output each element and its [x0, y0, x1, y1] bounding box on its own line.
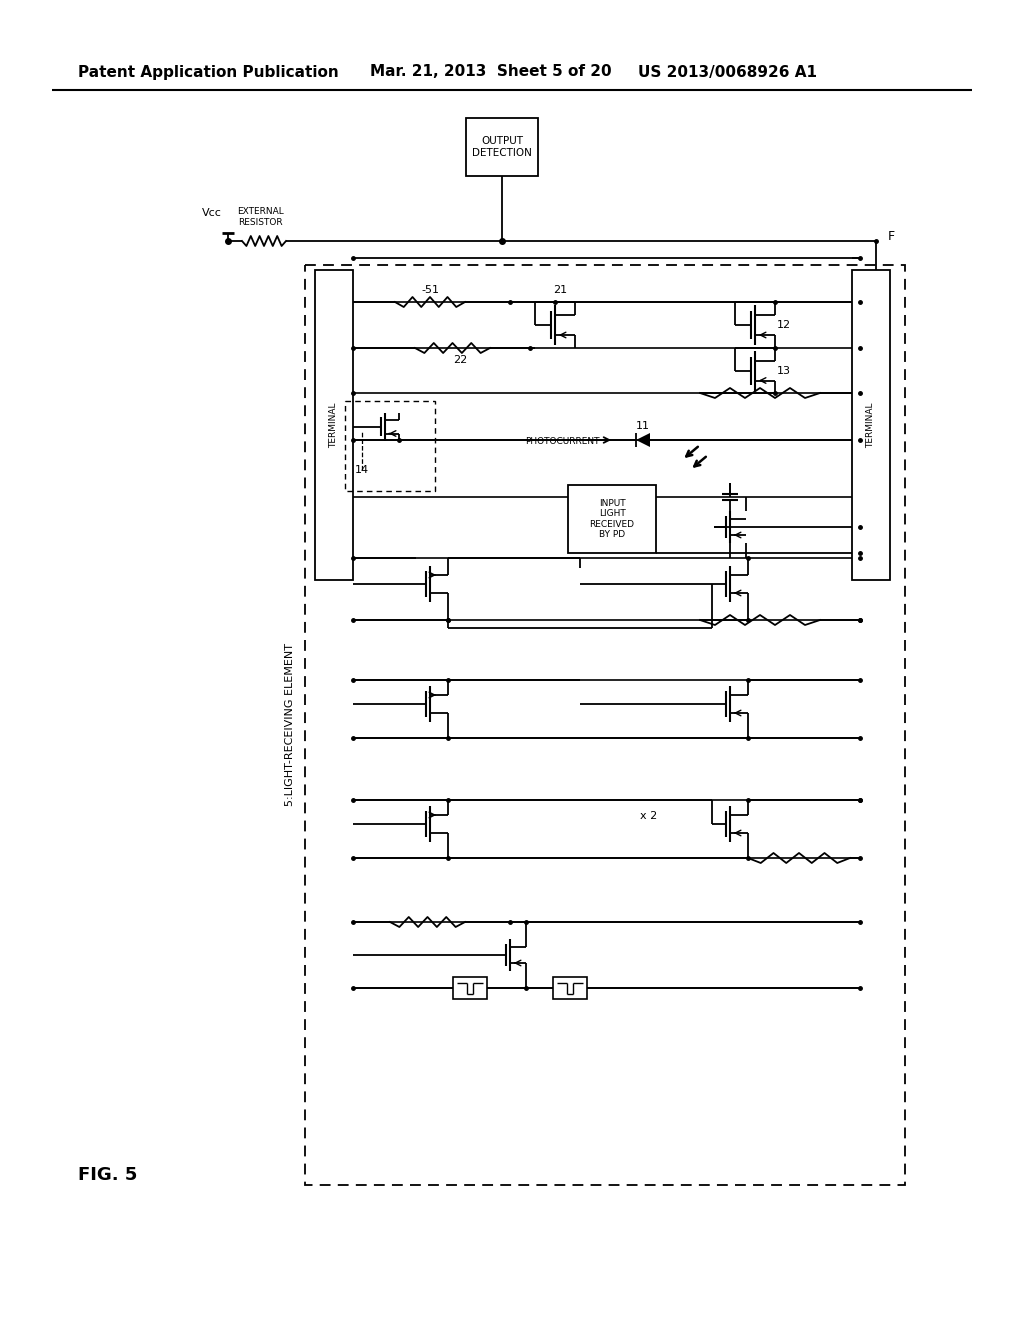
Polygon shape [636, 433, 650, 447]
Bar [466, 117, 538, 176]
Text: US 2013/0068926 A1: US 2013/0068926 A1 [638, 65, 817, 79]
Text: -51: -51 [421, 285, 439, 294]
Text: EXTERNAL
RESISTOR: EXTERNAL RESISTOR [237, 207, 284, 227]
Text: 12: 12 [777, 319, 792, 330]
Text: Mar. 21, 2013  Sheet 5 of 20: Mar. 21, 2013 Sheet 5 of 20 [370, 65, 611, 79]
Bar [453, 977, 487, 999]
Bar [315, 271, 353, 579]
Text: Vcc: Vcc [202, 209, 222, 218]
Text: x 2: x 2 [640, 810, 657, 821]
Text: 14: 14 [355, 465, 369, 475]
Text: 21: 21 [553, 285, 567, 294]
Text: OUTPUT
DETECTION: OUTPUT DETECTION [472, 136, 531, 158]
Bar [305, 265, 905, 1185]
Bar [553, 977, 587, 999]
Text: FIG. 5: FIG. 5 [78, 1166, 137, 1184]
Text: Patent Application Publication: Patent Application Publication [78, 65, 339, 79]
Bar [852, 271, 890, 579]
Text: INPUT
LIGHT
RECEIVED
BY PD: INPUT LIGHT RECEIVED BY PD [590, 499, 635, 539]
Text: 13: 13 [777, 366, 791, 375]
Text: TERMINAL: TERMINAL [866, 403, 876, 447]
Text: TERMINAL: TERMINAL [330, 403, 339, 447]
Text: 11: 11 [636, 421, 650, 432]
Bar [345, 401, 435, 491]
Text: 22: 22 [453, 355, 467, 366]
Text: F: F [888, 231, 895, 243]
Text: PHOTOCURRENT: PHOTOCURRENT [525, 437, 600, 446]
Text: 5:LIGHT-RECEIVING ELEMENT: 5:LIGHT-RECEIVING ELEMENT [285, 644, 295, 807]
Bar [568, 484, 656, 553]
